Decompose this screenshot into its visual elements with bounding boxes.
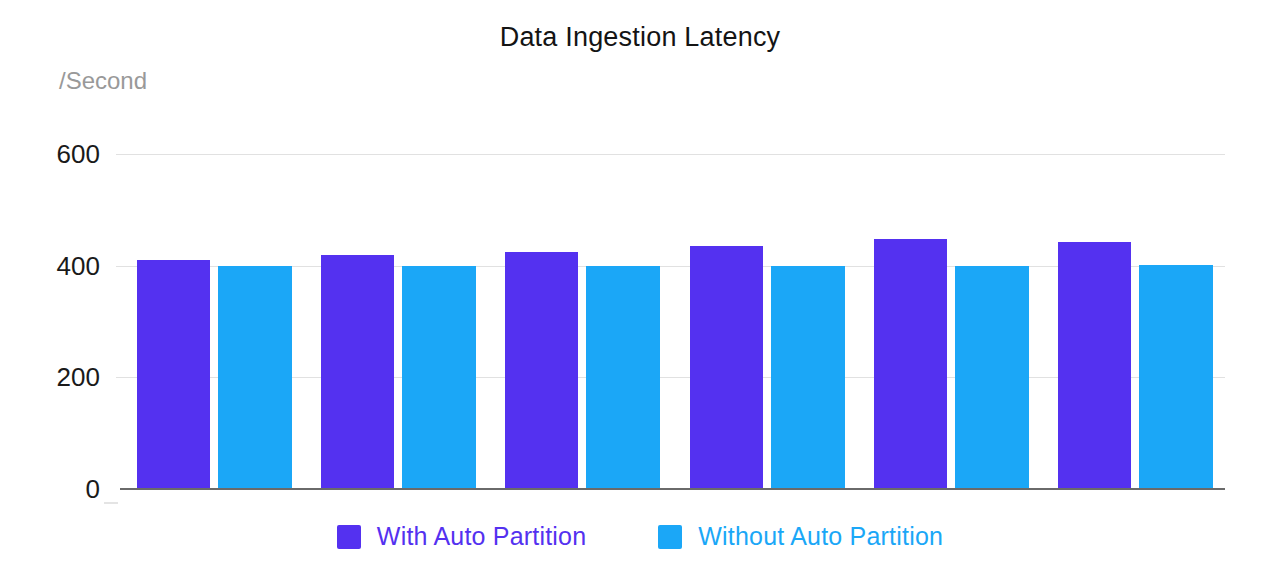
bar-group [673,154,857,489]
bar-group [1041,154,1225,489]
chart-canvas: Data Ingestion Latency /Second 600 400 2… [0,0,1280,581]
legend-swatch-purple-icon [337,525,361,549]
legend-label: With Auto Partition [377,522,586,551]
origin-subtick [104,502,118,504]
legend-swatch-blue-icon [658,525,682,549]
bar-group [120,154,304,489]
bar-with-auto-partition [1058,242,1131,489]
bar-with-auto-partition [505,252,578,489]
y-axis-unit-label: /Second [59,67,147,95]
plot-area [120,154,1225,489]
legend: With Auto Partition Without Auto Partiti… [0,522,1280,551]
bar-with-auto-partition [137,260,210,489]
bar-without-auto-partition [955,266,1029,489]
bar-group [488,154,672,489]
bar-without-auto-partition [1139,265,1213,489]
bar-with-auto-partition [690,246,763,489]
bar-without-auto-partition [218,266,292,489]
chart-title: Data Ingestion Latency [0,22,1280,53]
legend-label: Without Auto Partition [698,522,943,551]
y-tick-label-0: 0 [20,473,100,505]
bar-group [304,154,488,489]
bar-with-auto-partition [321,255,394,489]
bar-with-auto-partition [874,239,947,489]
y-tick-label-200: 200 [20,361,100,393]
bar-group [857,154,1041,489]
legend-item-with-auto-partition: With Auto Partition [337,522,586,551]
bar-without-auto-partition [771,266,845,489]
bar-without-auto-partition [586,266,660,489]
y-tick-label-400: 400 [20,250,100,282]
y-tick-label-600: 600 [20,138,100,170]
bar-without-auto-partition [402,266,476,489]
legend-item-without-auto-partition: Without Auto Partition [658,522,943,551]
x-axis-baseline [120,488,1225,490]
